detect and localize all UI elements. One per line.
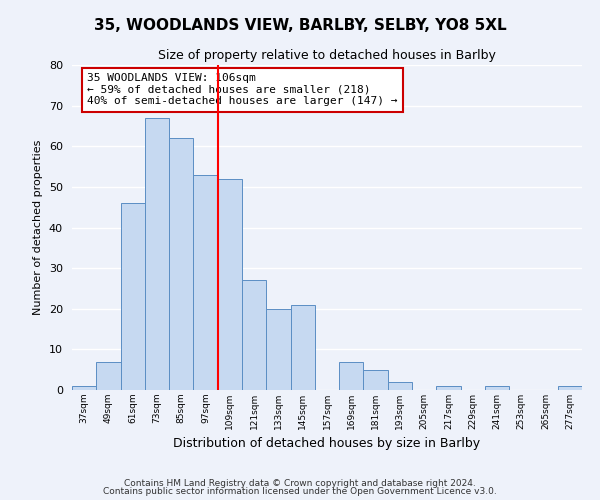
Bar — [364, 370, 388, 390]
Bar — [388, 382, 412, 390]
Bar — [121, 203, 145, 390]
Bar — [485, 386, 509, 390]
Text: Contains public sector information licensed under the Open Government Licence v3: Contains public sector information licen… — [103, 487, 497, 496]
Bar — [218, 179, 242, 390]
Bar — [145, 118, 169, 390]
Bar — [96, 362, 121, 390]
Bar — [290, 304, 315, 390]
Title: Size of property relative to detached houses in Barlby: Size of property relative to detached ho… — [158, 50, 496, 62]
Bar — [436, 386, 461, 390]
Bar — [242, 280, 266, 390]
Text: 35 WOODLANDS VIEW: 106sqm
← 59% of detached houses are smaller (218)
40% of semi: 35 WOODLANDS VIEW: 106sqm ← 59% of detac… — [88, 73, 398, 106]
Text: 35, WOODLANDS VIEW, BARLBY, SELBY, YO8 5XL: 35, WOODLANDS VIEW, BARLBY, SELBY, YO8 5… — [94, 18, 506, 32]
Y-axis label: Number of detached properties: Number of detached properties — [33, 140, 43, 315]
Bar — [169, 138, 193, 390]
X-axis label: Distribution of detached houses by size in Barlby: Distribution of detached houses by size … — [173, 438, 481, 450]
Bar — [72, 386, 96, 390]
Bar — [558, 386, 582, 390]
Bar — [339, 362, 364, 390]
Bar — [193, 174, 218, 390]
Text: Contains HM Land Registry data © Crown copyright and database right 2024.: Contains HM Land Registry data © Crown c… — [124, 479, 476, 488]
Bar — [266, 308, 290, 390]
